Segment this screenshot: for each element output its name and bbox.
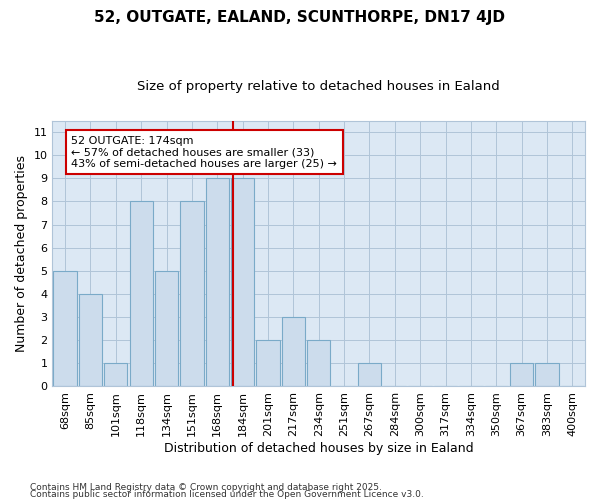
Bar (130, 202, 153, 386)
Title: Size of property relative to detached houses in Ealand: Size of property relative to detached ho… (137, 80, 500, 93)
Bar (231, 178, 254, 386)
Bar (358, 364, 381, 386)
Bar (79, 294, 102, 386)
Bar (104, 364, 127, 386)
Text: 52, OUTGATE, EALAND, SCUNTHORPE, DN17 4JD: 52, OUTGATE, EALAND, SCUNTHORPE, DN17 4J… (95, 10, 505, 25)
Text: Contains public sector information licensed under the Open Government Licence v3: Contains public sector information licen… (30, 490, 424, 499)
Bar (206, 178, 229, 386)
Bar (281, 317, 305, 386)
Bar (180, 202, 203, 386)
Text: Contains HM Land Registry data © Crown copyright and database right 2025.: Contains HM Land Registry data © Crown c… (30, 484, 382, 492)
X-axis label: Distribution of detached houses by size in Ealand: Distribution of detached houses by size … (164, 442, 473, 455)
Bar (53, 271, 77, 386)
Bar (510, 364, 533, 386)
Bar (155, 271, 178, 386)
Text: 52 OUTGATE: 174sqm
← 57% of detached houses are smaller (33)
43% of semi-detache: 52 OUTGATE: 174sqm ← 57% of detached hou… (71, 136, 337, 169)
Bar (307, 340, 331, 386)
Y-axis label: Number of detached properties: Number of detached properties (15, 155, 28, 352)
Bar (535, 364, 559, 386)
Bar (256, 340, 280, 386)
